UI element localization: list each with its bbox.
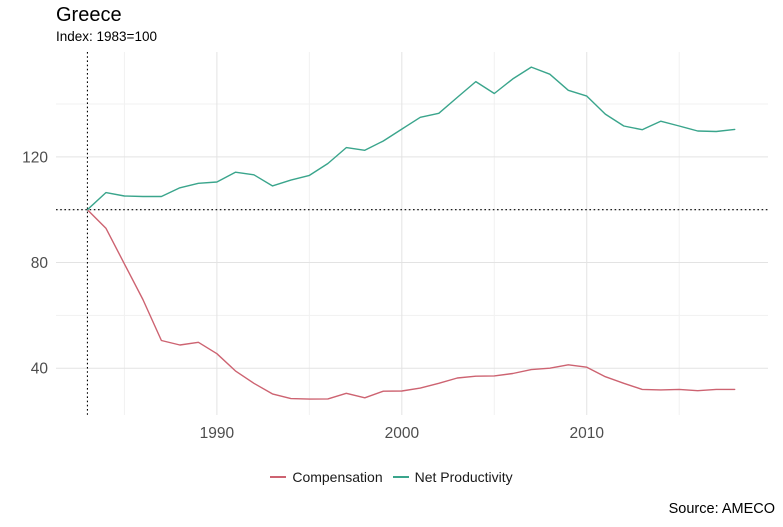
chart-title: Greece xyxy=(56,4,122,26)
series-line-net-productivity xyxy=(86,66,736,211)
y-tick-label: 80 xyxy=(31,255,49,272)
legend-key-line xyxy=(270,476,287,478)
chart-subtitle: Index: 1983=100 xyxy=(56,29,157,44)
x-tick-label: 2000 xyxy=(385,425,420,442)
legend-key-line xyxy=(392,476,409,478)
source-caption: Source: AMECO xyxy=(668,501,775,517)
legend-label: Net Productivity xyxy=(414,469,513,485)
y-tick-label: 120 xyxy=(22,149,48,166)
x-tick-label: 1990 xyxy=(200,425,235,442)
legend-label: Compensation xyxy=(292,469,383,485)
legend-item-net-productivity: Net Productivity xyxy=(392,469,513,485)
legend-item-compensation: Compensation xyxy=(270,469,383,485)
legend: Compensation Net Productivity xyxy=(0,469,783,485)
y-tick-label: 40 xyxy=(31,361,49,378)
series-line-compensation xyxy=(86,208,736,400)
x-tick-label: 2010 xyxy=(570,425,605,442)
